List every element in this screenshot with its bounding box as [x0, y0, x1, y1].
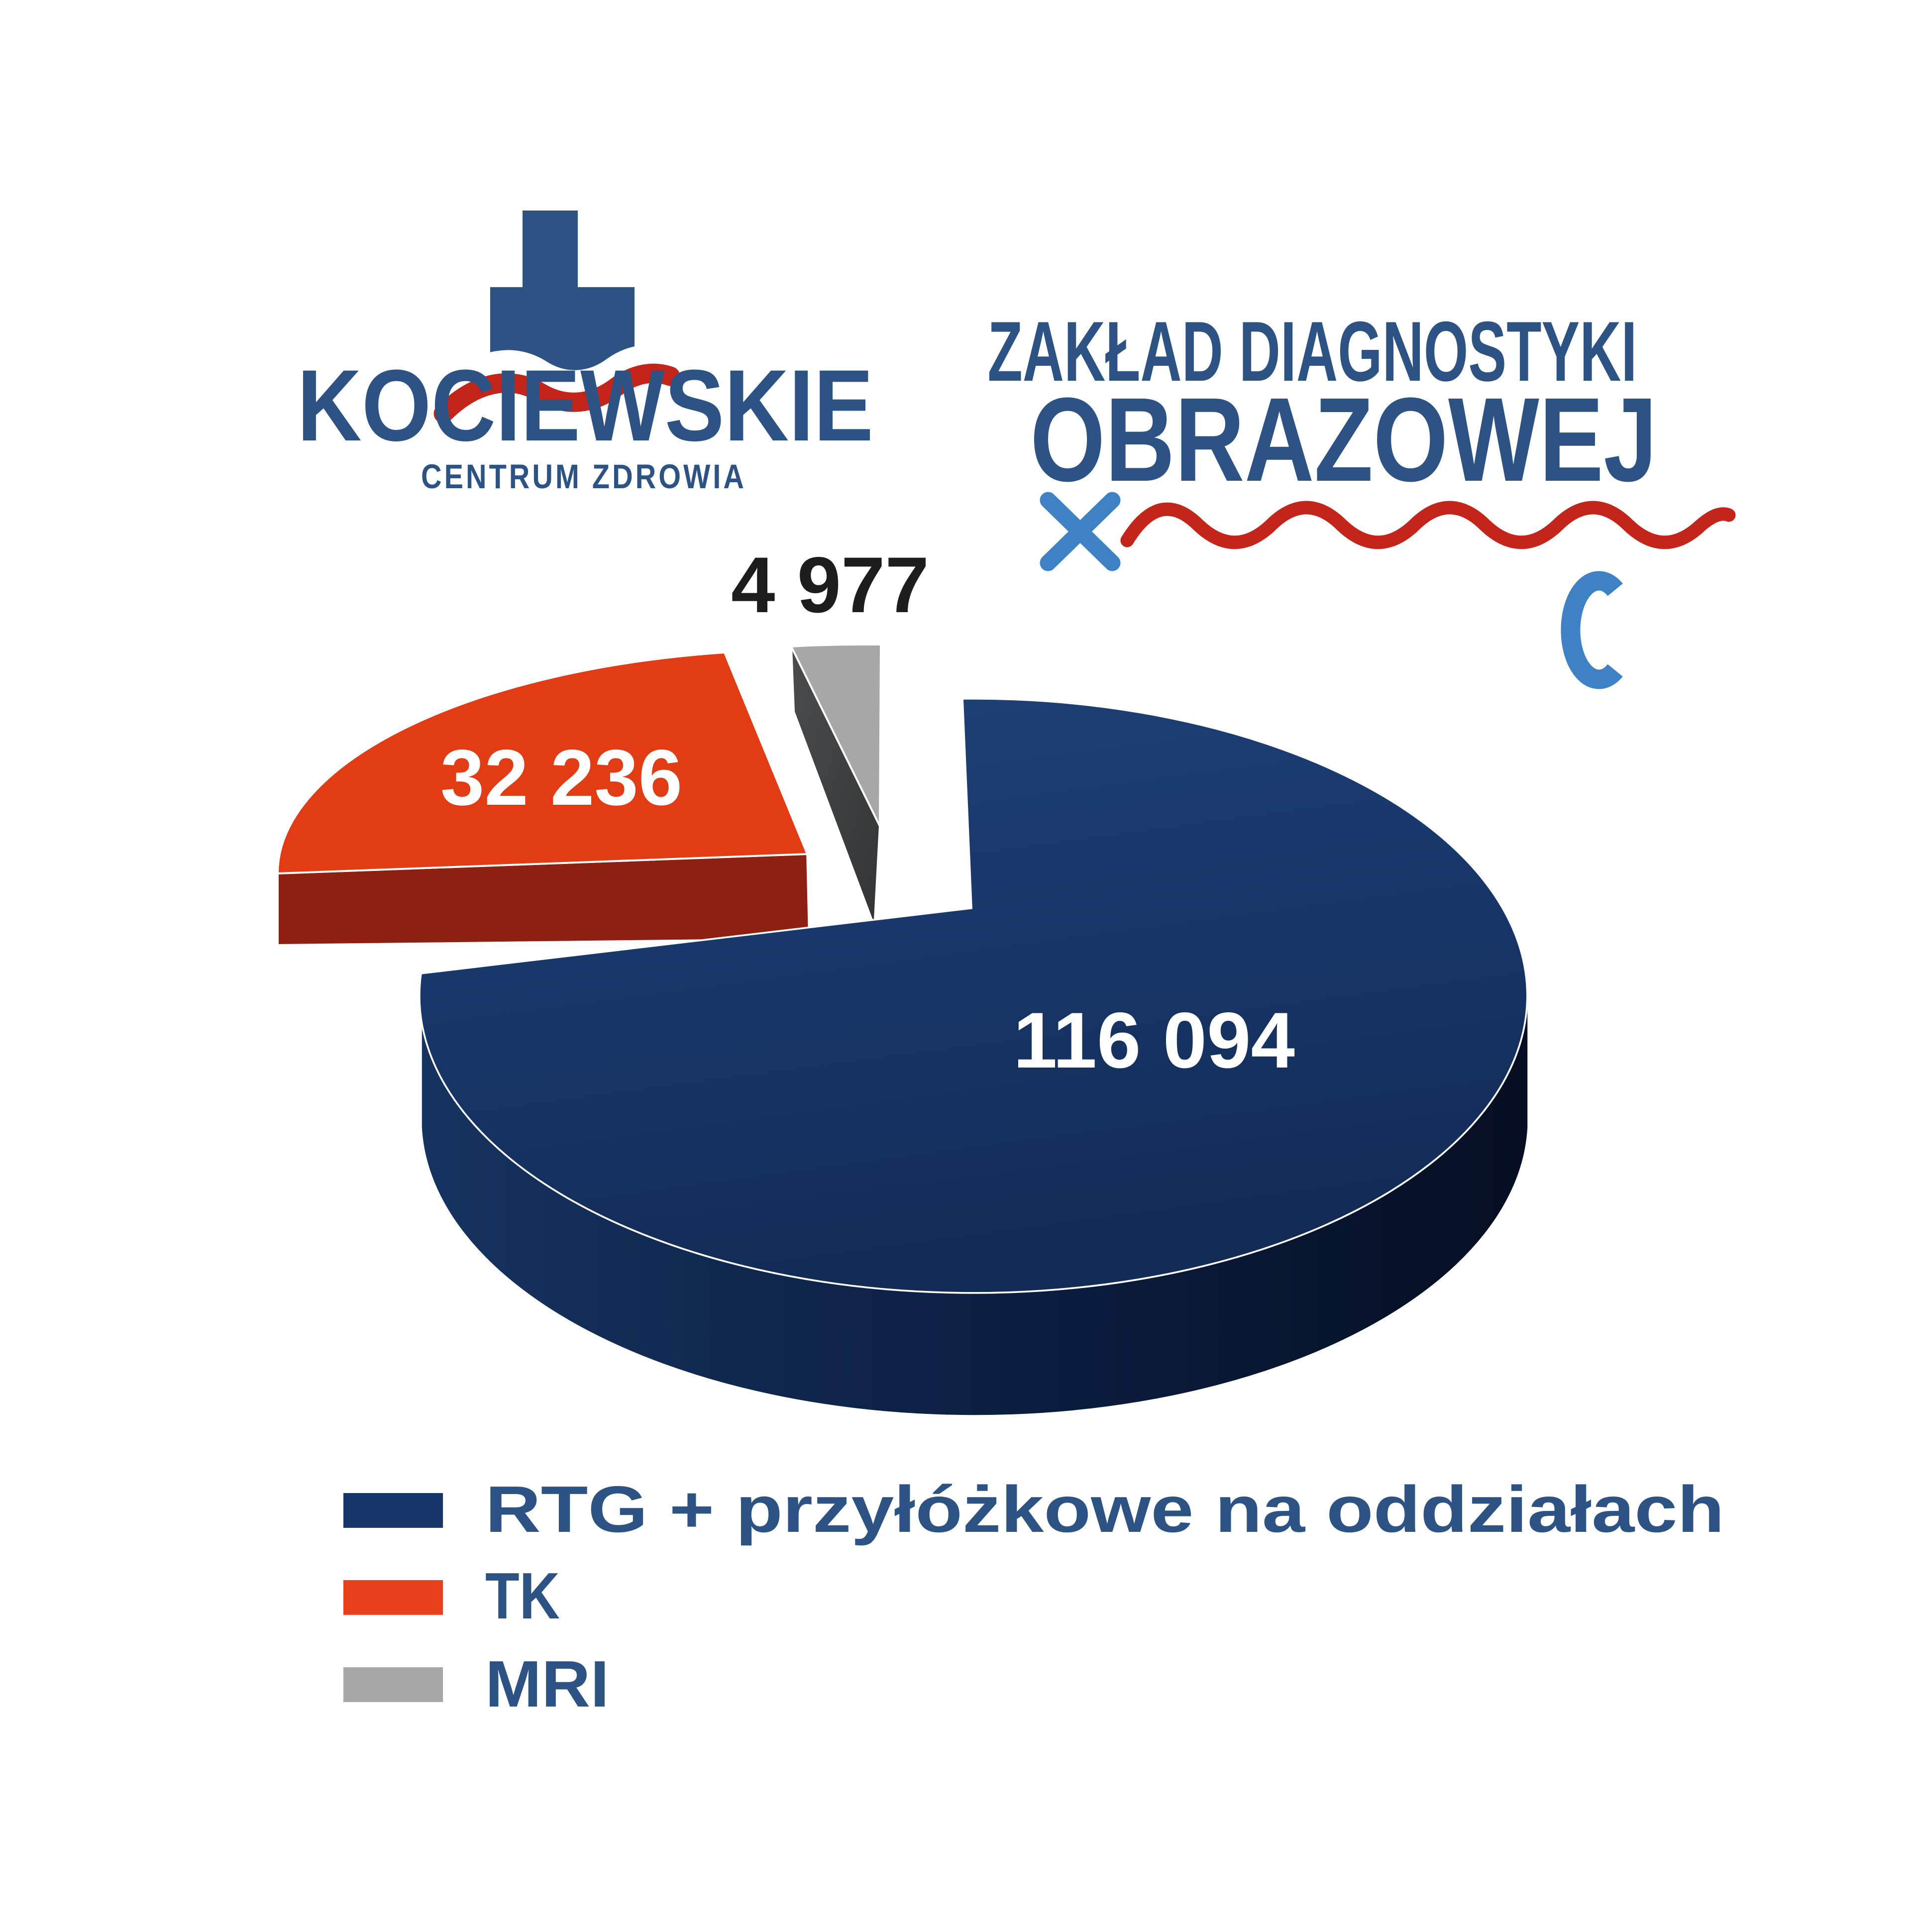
- data-label-tk: 32 236: [440, 733, 682, 822]
- legend-item-mri: MRI: [343, 1647, 609, 1720]
- page-title-line1: ZAKŁAD DIAGNOSTYKI: [988, 304, 1637, 399]
- pie-slice-rtg: [419, 698, 1529, 1417]
- legend-swatch-rtg: [343, 1493, 443, 1528]
- legend: RTG + przyłóżkowe na oddziałach TK MRI: [343, 1473, 1724, 1720]
- logo-red-wave: [433, 363, 680, 424]
- medical-cross-icon: [433, 211, 681, 424]
- logo-subtitle: CENTRUM ZDROWIA: [421, 457, 746, 496]
- pie-chart: 4 977 32 236 116 094: [277, 540, 1529, 1417]
- legend-label-mri: MRI: [485, 1647, 609, 1720]
- logo: KOCIEWSKIE CENTRUM ZDROWIA: [297, 211, 873, 496]
- c-arc-icon: [1561, 571, 1623, 689]
- pie-slice-tk: [277, 651, 810, 946]
- page-title-line2: OBRAZOWEJ: [1030, 373, 1657, 506]
- legend-label-tk: TK: [485, 1559, 560, 1632]
- red-squiggle-icon: [1120, 501, 1736, 549]
- legend-swatch-mri: [343, 1667, 443, 1702]
- pie-slice-tk-top: [277, 651, 809, 875]
- legend-item-tk: TK: [343, 1559, 560, 1632]
- logo-name: KOCIEWSKIE: [297, 349, 873, 462]
- data-label-rtg: 116 094: [1013, 996, 1295, 1084]
- x-mark-icon: [1040, 492, 1121, 571]
- pie-slice-mri-top: [789, 643, 882, 827]
- logo-white-wave: [436, 345, 681, 403]
- data-label-mri: 4 977: [731, 540, 929, 629]
- legend-label-rtg: RTG + przyłóżkowe na oddziałach: [485, 1473, 1724, 1546]
- legend-swatch-tk: [343, 1580, 443, 1615]
- title-block: ZAKŁAD DIAGNOSTYKI OBRAZOWEJ: [988, 304, 1736, 689]
- legend-item-rtg: RTG + przyłóżkowe na oddziałach: [343, 1473, 1724, 1546]
- pie-slice-rtg-top: [419, 698, 1528, 1294]
